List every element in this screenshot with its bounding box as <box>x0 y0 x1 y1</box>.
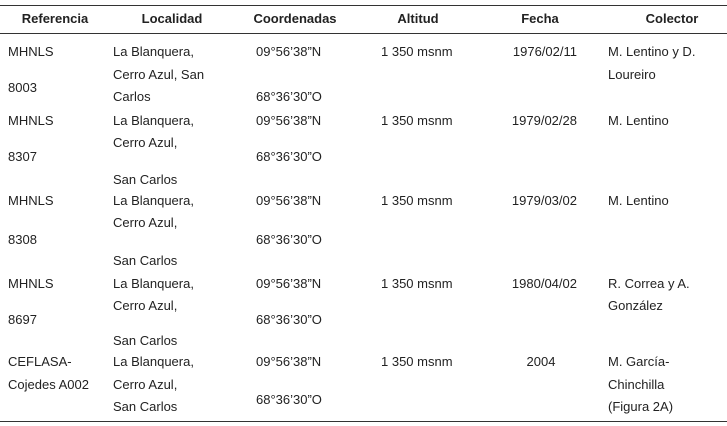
cell-text: Cerro Azul, <box>113 215 178 230</box>
cell-text: R. Correa y A. <box>608 276 690 291</box>
cell-text: Cerro Azul, <box>113 135 178 150</box>
cell-text: González <box>608 298 663 313</box>
cell-text: San Carlos <box>113 333 178 348</box>
column-header: Localidad <box>141 11 203 26</box>
cell-text: 8003 <box>8 80 37 95</box>
cell-text: 09°56’38”N <box>256 193 322 208</box>
cell-text: M. Lentino y D. <box>608 44 696 59</box>
cell-text: 1 350 msnm <box>381 193 453 208</box>
cell-text: 1980/04/02 <box>511 276 577 291</box>
cell-text: M. Lentino <box>608 113 669 128</box>
column-header: Referencia <box>21 11 89 26</box>
cell-text: 1979/02/28 <box>511 113 577 128</box>
cell-text: 8308 <box>8 232 37 247</box>
cell-text: Cerro Azul, <box>113 298 178 313</box>
cell-text: M. Lentino <box>608 193 669 208</box>
cell-text: 09°56’38”N <box>256 113 322 128</box>
cell-text: La Blanquera, <box>113 193 194 208</box>
cell-text: CEFLASA- <box>8 354 72 369</box>
bottom-rule <box>0 421 727 422</box>
cell-text: Carlos <box>113 89 151 104</box>
cell-text: Cerro Azul, San <box>113 67 205 82</box>
cell-text: 68°36’30”O <box>256 232 322 247</box>
cell-text: La Blanquera, <box>113 113 194 128</box>
cell-text: (Figura 2A) <box>608 399 674 414</box>
cell-text: 2004 <box>526 354 556 369</box>
cell-text: MHNLS <box>8 193 54 208</box>
cell-text: 1976/02/11 <box>512 44 577 59</box>
cell-text: 09°56’38”N <box>256 276 322 291</box>
cell-text: San Carlos <box>113 172 178 187</box>
cell-text: Cojedes A002 <box>8 377 89 392</box>
column-header: Colector <box>645 11 699 26</box>
cell-text: 68°36’30”O <box>256 312 322 327</box>
cell-text: Chinchilla <box>608 377 665 392</box>
column-header: Fecha <box>521 11 559 26</box>
cell-text: 8307 <box>8 149 37 164</box>
cell-text: 68°36’30”O <box>256 149 322 164</box>
cell-text: La Blanquera, <box>113 276 194 291</box>
cell-text: 8697 <box>8 312 37 327</box>
cell-text: Loureiro <box>608 67 656 82</box>
cell-text: La Blanquera, <box>113 354 194 369</box>
cell-text: MHNLS <box>8 44 54 59</box>
cell-text: 09°56’38”N <box>256 354 322 369</box>
cell-text: 68°36’30”O <box>256 89 322 104</box>
cell-text: 1979/03/02 <box>511 193 577 208</box>
cell-text: 68°36’30”O <box>256 392 322 407</box>
cell-text: MHNLS <box>8 276 54 291</box>
cell-text: San Carlos <box>113 253 178 268</box>
header-rule <box>0 33 727 34</box>
cell-text: 1 350 msnm <box>381 354 453 369</box>
cell-text: 1 350 msnm <box>381 276 453 291</box>
cell-text: MHNLS <box>8 113 54 128</box>
cell-text: 1 350 msnm <box>381 44 453 59</box>
cell-text: M. García- <box>608 354 670 369</box>
cell-text: 1 350 msnm <box>381 113 453 128</box>
cell-text: San Carlos <box>113 399 178 414</box>
cell-text: 09°56’38”N <box>256 44 322 59</box>
cell-text: Cerro Azul, <box>113 377 178 392</box>
top-rule <box>0 5 727 6</box>
cell-text: La Blanquera, <box>113 44 194 59</box>
column-header: Coordenadas <box>253 11 337 26</box>
column-header: Altitud <box>397 11 439 26</box>
